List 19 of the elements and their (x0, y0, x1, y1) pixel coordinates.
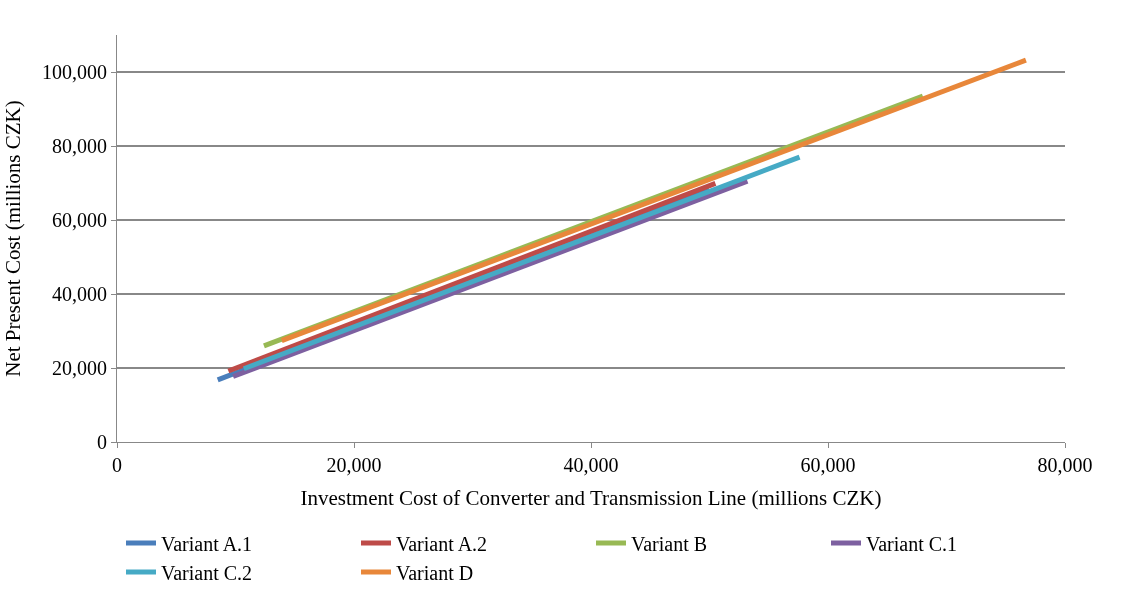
y-tick-label: 60,000 (52, 209, 107, 231)
x-tick-label: 20,000 (326, 454, 382, 476)
legend-label: Variant B (631, 532, 708, 555)
legend-label: Variant C.1 (866, 532, 958, 555)
x-tick-label: 80,000 (1037, 454, 1093, 476)
x-axis-title: Investment Cost of Converter and Transmission Line (millions CZK) (300, 486, 882, 511)
y-tick-label: 0 (97, 431, 107, 453)
y-tick-label: 80,000 (52, 135, 107, 157)
y-tick-label: 40,000 (52, 283, 107, 305)
y-tick-label: 100,000 (42, 61, 107, 83)
y-tick-label: 20,000 (52, 357, 107, 379)
y-axis-title: Net Present Cost (millions CZK) (1, 100, 26, 377)
x-tick-label: 60,000 (800, 454, 856, 476)
x-tick-label: 40,000 (563, 454, 619, 476)
x-tick-label: 0 (112, 454, 122, 476)
legend-label: Variant A.2 (396, 532, 488, 555)
legend-label: Variant A.1 (161, 532, 253, 555)
legend-label: Variant C.2 (161, 561, 253, 584)
legend-label: Variant D (396, 561, 474, 584)
